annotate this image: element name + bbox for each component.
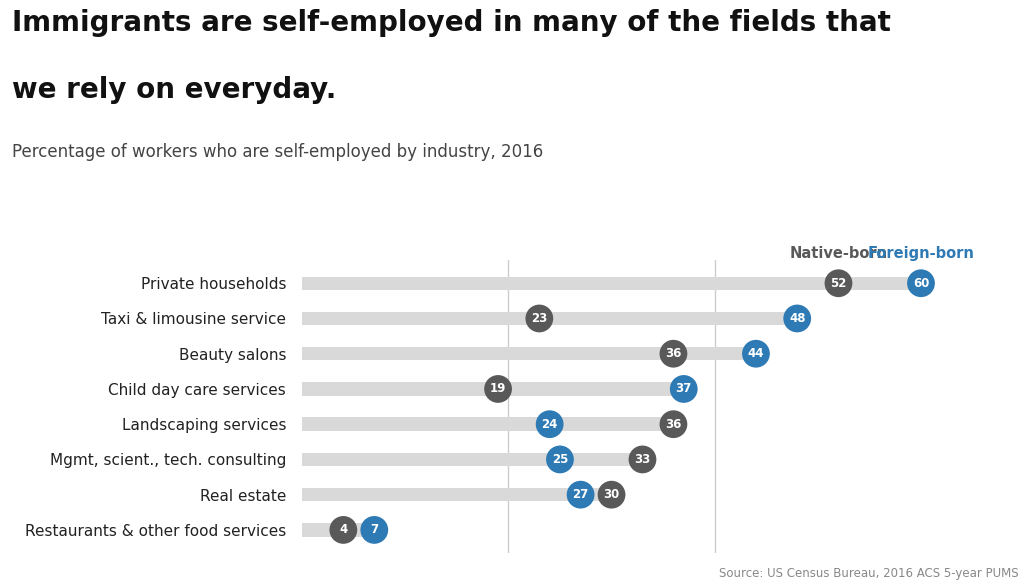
Text: Immigrants are self-employed in many of the fields that: Immigrants are self-employed in many of … xyxy=(12,9,891,37)
Point xyxy=(912,278,929,288)
Point xyxy=(666,349,682,359)
Point xyxy=(367,525,383,535)
Point xyxy=(531,314,548,323)
Text: 25: 25 xyxy=(552,453,568,466)
Text: Foreign-born: Foreign-born xyxy=(867,246,975,261)
Text: we rely on everyday.: we rely on everyday. xyxy=(12,76,337,104)
Text: 23: 23 xyxy=(531,312,548,325)
Text: 19: 19 xyxy=(489,383,506,395)
Point xyxy=(335,525,351,535)
Text: Source: US Census Bureau, 2016 ACS 5-year PUMS: Source: US Census Bureau, 2016 ACS 5-yea… xyxy=(719,567,1019,580)
Point xyxy=(552,455,568,464)
Text: 36: 36 xyxy=(666,418,682,431)
Text: 48: 48 xyxy=(788,312,806,325)
Bar xyxy=(302,418,674,431)
Text: Percentage of workers who are self-employed by industry, 2016: Percentage of workers who are self-emplo… xyxy=(12,143,544,161)
Text: 52: 52 xyxy=(830,277,847,290)
Point xyxy=(634,455,650,464)
Bar xyxy=(302,277,921,290)
Point xyxy=(542,419,558,429)
Bar xyxy=(302,312,798,325)
Bar xyxy=(302,488,611,501)
Text: 4: 4 xyxy=(339,524,347,536)
Bar xyxy=(302,347,756,360)
Bar xyxy=(302,453,642,466)
Point xyxy=(489,384,506,394)
Bar xyxy=(302,382,684,395)
Bar xyxy=(302,523,375,536)
Point xyxy=(790,314,806,323)
Text: 36: 36 xyxy=(666,347,682,360)
Text: 44: 44 xyxy=(748,347,764,360)
Text: Native-born: Native-born xyxy=(790,246,888,261)
Point xyxy=(830,278,847,288)
Text: 30: 30 xyxy=(603,488,620,501)
Text: 37: 37 xyxy=(676,383,692,395)
Point xyxy=(676,384,692,394)
Point xyxy=(603,490,620,500)
Point xyxy=(572,490,589,500)
Text: 27: 27 xyxy=(572,488,589,501)
Point xyxy=(666,419,682,429)
Text: 7: 7 xyxy=(371,524,378,536)
Point xyxy=(748,349,764,359)
Text: 33: 33 xyxy=(634,453,650,466)
Text: 24: 24 xyxy=(542,418,558,431)
Text: 60: 60 xyxy=(912,277,929,290)
